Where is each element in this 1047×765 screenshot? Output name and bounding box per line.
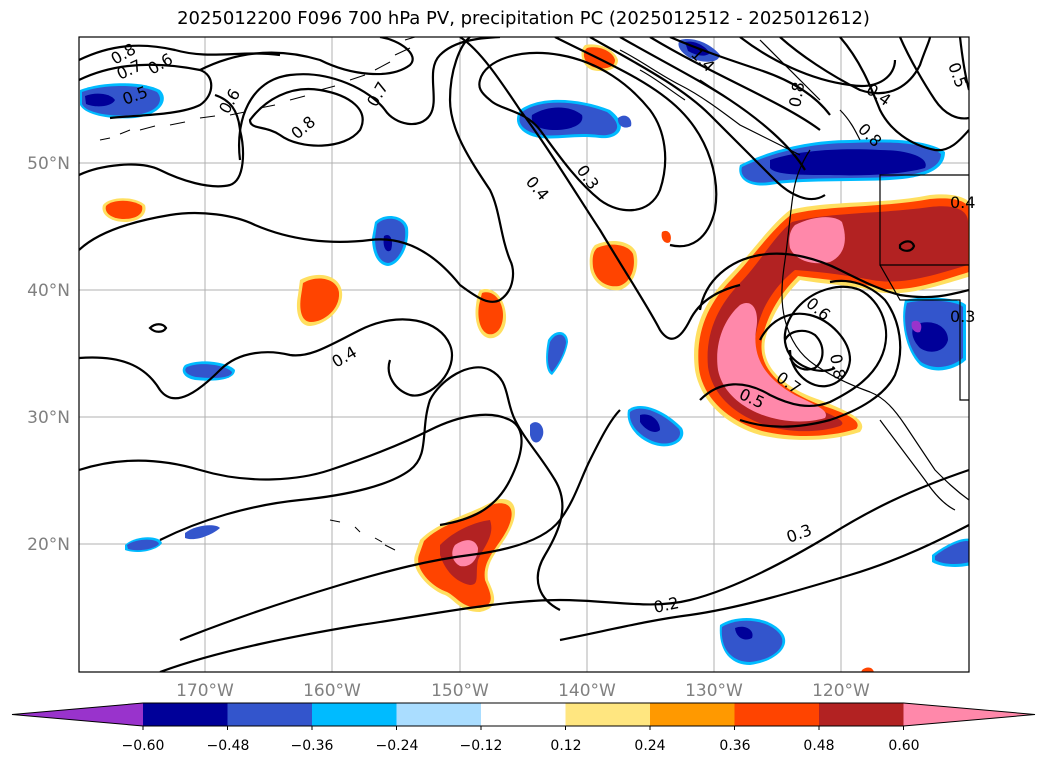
contour-label: 0.8 [826, 352, 849, 380]
colorbar-tick-label: −0.48 [207, 738, 250, 754]
lat-label: 30°N [27, 408, 70, 428]
colorbar-tick-label: 0.36 [719, 738, 750, 754]
colorbar-segment [650, 703, 735, 726]
precip-positive-shading [102, 44, 969, 672]
colorbar-tick-label: 0.24 [634, 738, 665, 754]
colorbar-tick-label: −0.36 [291, 738, 334, 754]
lon-label: 150°W [431, 681, 489, 701]
contour-label: 0.2 [652, 593, 681, 617]
colorbar [11, 702, 1036, 730]
colorbar-extend-right [903, 703, 1035, 726]
contour-label: 0.8 [785, 80, 808, 108]
lon-label: 130°W [685, 681, 743, 701]
colorbar-tick-label: −0.24 [376, 738, 419, 754]
lon-label: 170°W [176, 681, 234, 701]
colorbar-segment [396, 703, 482, 726]
colorbar-segment [227, 703, 313, 726]
colorbar-segment [143, 703, 228, 726]
colorbar-tick-label: −0.12 [460, 738, 503, 754]
lon-label: 120°W [812, 681, 870, 701]
colorbar-tick-label: 0.48 [803, 738, 834, 754]
colorbar-segment [819, 703, 904, 726]
lon-label: 140°W [558, 681, 616, 701]
coastlines [619, 39, 969, 511]
lon-label: 160°W [303, 681, 361, 701]
lon-labels: 170°W 160°W 150°W 140°W 130°W 120°W [176, 681, 870, 701]
contour-label: 0.4 [950, 193, 975, 212]
pv-contours [79, 37, 969, 672]
lat-label: 50°N [27, 154, 70, 174]
map-title: 2025012200 F096 700 hPa PV, precipitatio… [177, 8, 870, 29]
colorbar-segment [734, 703, 820, 726]
colorbar-segment [565, 703, 651, 726]
colorbar-segment [481, 703, 566, 726]
colorbar-tick-label: 0.60 [888, 738, 919, 754]
lat-label: 40°N [27, 281, 70, 301]
aleutian-islands [99, 37, 416, 551]
lat-labels: 50°N 40°N 30°N 20°N [27, 154, 70, 555]
colorbar-extend-left [12, 703, 143, 726]
lat-label: 20°N [27, 535, 70, 555]
map-frame [78, 36, 970, 673]
colorbar-tick-label: −0.60 [122, 738, 165, 754]
colorbar-segment [312, 703, 397, 726]
colorbar-labels: −0.60 −0.48 −0.36 −0.24 −0.12 0.12 0.24 … [122, 738, 920, 754]
contour-label: 0.3 [950, 307, 975, 326]
colorbar-tick-label: 0.12 [550, 738, 581, 754]
